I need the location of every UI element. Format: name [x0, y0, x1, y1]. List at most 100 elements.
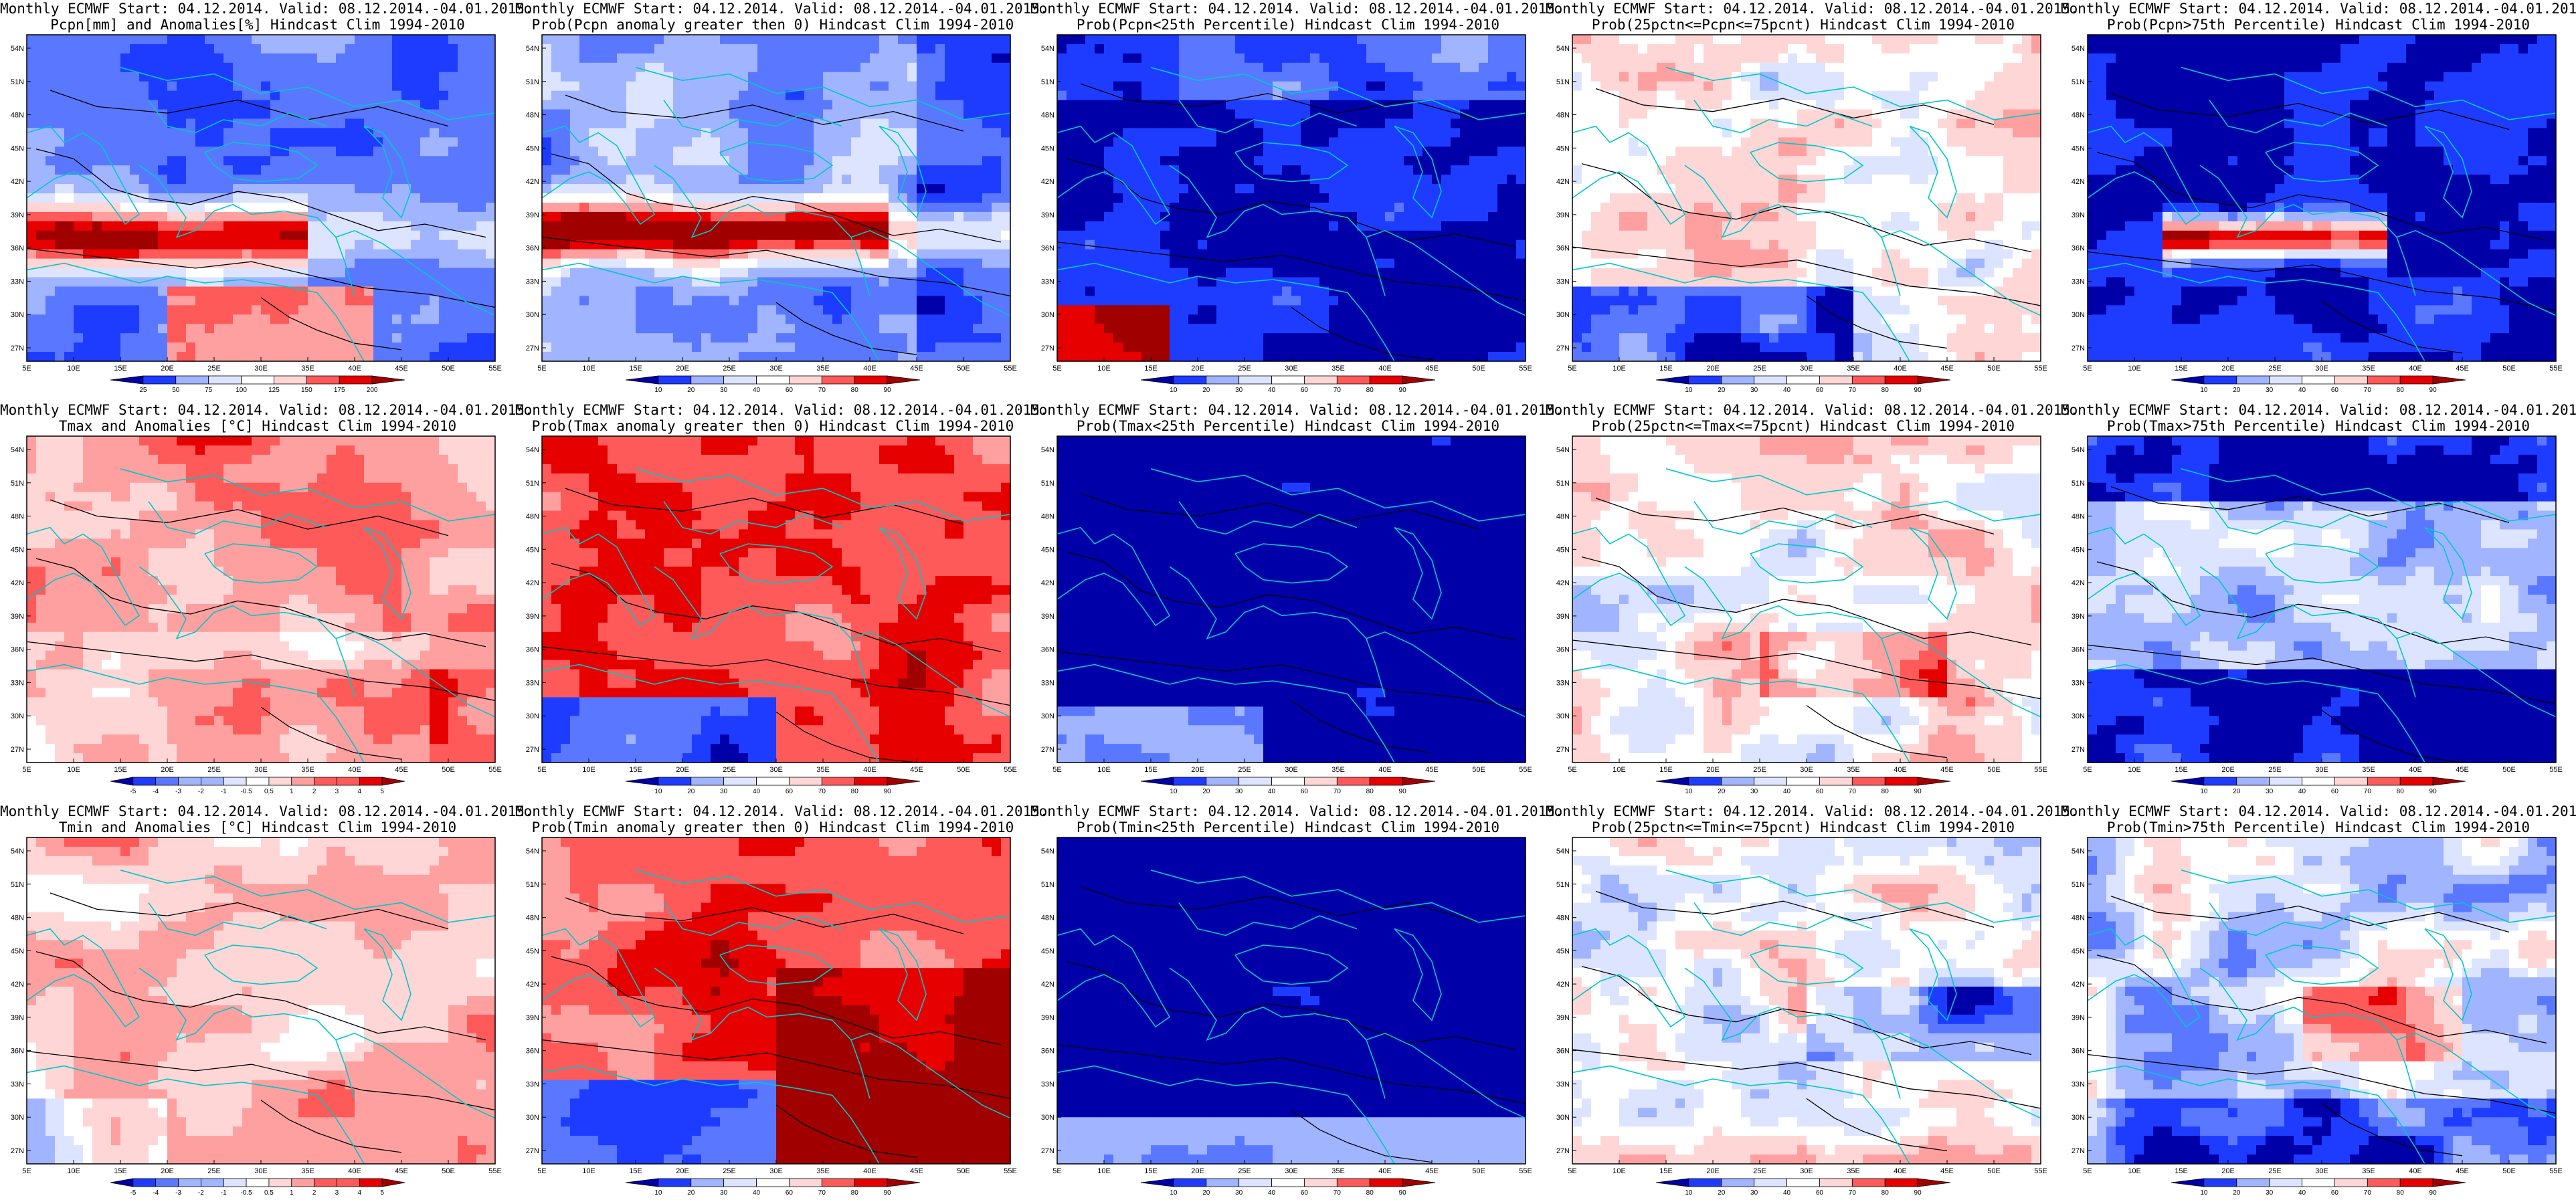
field-cell: [701, 305, 711, 315]
field-cell: [92, 35, 102, 45]
field-cell: [682, 53, 693, 64]
field-cell: [45, 258, 56, 269]
field-cell: [832, 211, 842, 222]
field-cell: [45, 184, 56, 194]
field-cell: [401, 249, 411, 260]
field-cell: [102, 286, 112, 296]
field-cell: [748, 53, 758, 64]
field-cell: [1329, 53, 1339, 64]
field-cell: [364, 184, 374, 194]
field-cell: [64, 211, 74, 222]
field-cell: [889, 342, 899, 353]
field-cell: [692, 184, 702, 194]
field-cell: [1188, 137, 1198, 147]
field-cell: [195, 249, 205, 260]
field-cell: [345, 43, 355, 54]
field-cell: [27, 277, 37, 288]
field-cell: [102, 305, 112, 315]
field-cell: [383, 118, 393, 129]
field-cell: [645, 128, 655, 138]
field-cell: [682, 221, 693, 231]
field-cell: [654, 324, 664, 334]
field-cell: [1460, 118, 1470, 129]
field-cell: [1394, 43, 1404, 54]
field-cell: [420, 286, 430, 296]
field-cell: [1479, 184, 1489, 194]
field-cell: [748, 239, 758, 250]
field-cell: [1067, 35, 1077, 45]
field-cell: [879, 211, 889, 222]
field-cell: [551, 277, 561, 288]
field-cell: [111, 286, 121, 296]
field-cell: [851, 53, 861, 64]
field-cell: [205, 43, 215, 54]
field-cell: [298, 43, 308, 54]
lat-label: 48N: [11, 112, 24, 120]
field-cell: [158, 118, 168, 129]
field-cell: [561, 62, 571, 73]
field-cell: [692, 239, 702, 250]
field-cell: [1497, 230, 1507, 241]
field-cell: [1516, 100, 1526, 110]
field-cell: [898, 305, 908, 315]
field-cell: [223, 342, 234, 353]
field-cell: [1235, 184, 1245, 194]
field-cell: [1076, 62, 1086, 73]
field-cell: [1394, 239, 1404, 250]
field-cell: [439, 277, 449, 288]
field-cell: [327, 72, 337, 82]
field-cell: [1413, 35, 1423, 45]
field-cell: [935, 342, 945, 353]
field-cell: [195, 146, 205, 157]
field-cell: [289, 62, 299, 73]
field-cell: [673, 258, 683, 269]
field-cell: [1216, 156, 1226, 166]
field-cell: [570, 249, 580, 260]
field-cell: [739, 305, 749, 315]
field-cell: [280, 156, 290, 166]
field-cell: [439, 193, 449, 203]
field-cell: [692, 43, 702, 54]
field-cell: [223, 249, 234, 260]
field-cell: [233, 305, 243, 315]
field-cell: [373, 258, 383, 269]
field-cell: [1113, 239, 1123, 250]
field-cell: [889, 221, 899, 231]
field-cell: [1516, 239, 1526, 250]
field-cell: [411, 193, 421, 203]
coastline: [850, 229, 1011, 316]
coastline: [541, 125, 656, 225]
field-cell: [1170, 211, 1180, 222]
field-cell: [486, 221, 496, 231]
field-cell: [1385, 118, 1395, 129]
field-cell: [1422, 53, 1433, 64]
field-cell: [139, 175, 149, 185]
field-cell: [1329, 146, 1339, 157]
field-cell: [1348, 184, 1358, 194]
field-cell: [1357, 100, 1367, 110]
field-cell: [467, 35, 477, 45]
field-cell: [467, 193, 477, 203]
field-cell: [233, 53, 243, 64]
field-cell: [214, 62, 224, 73]
field-cell: [842, 184, 852, 194]
field-cell: [870, 239, 880, 250]
lon-label: 50E: [957, 365, 970, 373]
field-cell: [336, 53, 346, 64]
field-cell: [130, 342, 140, 353]
field-cell: [1329, 35, 1339, 45]
field-cell: [1310, 62, 1320, 73]
field-cell: [261, 43, 271, 54]
field-cell: [55, 146, 65, 157]
field-cell: [626, 118, 636, 129]
field-cell: [1394, 184, 1404, 194]
field-cell: [401, 165, 411, 175]
field-cell: [814, 35, 824, 45]
field-cell: [467, 352, 477, 362]
field-cell: [954, 296, 964, 306]
field-cell: [1123, 156, 1133, 166]
field-cell: [92, 72, 102, 82]
field-cell: [1319, 128, 1329, 138]
field-cell: [345, 249, 355, 260]
field-cell: [186, 314, 196, 324]
